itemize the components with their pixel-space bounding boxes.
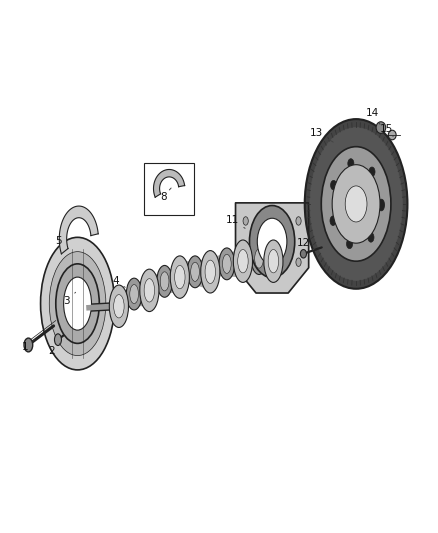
Ellipse shape — [254, 249, 263, 268]
Ellipse shape — [348, 159, 354, 168]
Text: 2: 2 — [48, 343, 60, 357]
Ellipse shape — [369, 167, 375, 176]
Ellipse shape — [160, 272, 169, 291]
Ellipse shape — [268, 249, 279, 273]
Polygon shape — [113, 282, 139, 322]
Ellipse shape — [110, 285, 128, 327]
Text: 4: 4 — [112, 276, 125, 287]
Ellipse shape — [233, 240, 253, 282]
Polygon shape — [236, 203, 309, 293]
Polygon shape — [59, 206, 98, 254]
Polygon shape — [143, 270, 170, 306]
Polygon shape — [204, 252, 232, 288]
Ellipse shape — [114, 295, 124, 318]
Ellipse shape — [296, 217, 301, 225]
Ellipse shape — [126, 278, 142, 310]
Text: 15: 15 — [380, 124, 393, 136]
Ellipse shape — [378, 201, 385, 211]
Ellipse shape — [250, 206, 295, 278]
Ellipse shape — [219, 248, 235, 280]
Ellipse shape — [257, 218, 287, 265]
Text: 5: 5 — [56, 236, 67, 246]
Ellipse shape — [300, 249, 307, 258]
Polygon shape — [190, 256, 217, 288]
Ellipse shape — [376, 122, 386, 133]
Ellipse shape — [238, 249, 248, 273]
Ellipse shape — [296, 258, 301, 266]
Ellipse shape — [175, 265, 185, 289]
Ellipse shape — [157, 265, 173, 297]
Ellipse shape — [201, 251, 220, 293]
Ellipse shape — [144, 279, 155, 302]
Ellipse shape — [205, 260, 215, 284]
Ellipse shape — [41, 237, 115, 370]
Bar — [144, 163, 194, 215]
Text: 12: 12 — [297, 238, 314, 249]
Text: 8: 8 — [160, 188, 171, 201]
Ellipse shape — [251, 243, 267, 274]
Text: 11: 11 — [226, 215, 245, 228]
Text: 3: 3 — [64, 292, 76, 306]
Ellipse shape — [332, 165, 380, 243]
Polygon shape — [153, 169, 185, 197]
Ellipse shape — [170, 256, 189, 298]
Ellipse shape — [56, 264, 99, 343]
Ellipse shape — [243, 258, 248, 266]
Polygon shape — [159, 261, 186, 293]
Ellipse shape — [54, 334, 61, 345]
Ellipse shape — [389, 130, 396, 140]
Ellipse shape — [310, 127, 403, 280]
Ellipse shape — [305, 119, 407, 289]
Ellipse shape — [243, 217, 248, 225]
Ellipse shape — [346, 239, 353, 249]
Polygon shape — [129, 274, 156, 306]
Polygon shape — [254, 245, 280, 277]
Ellipse shape — [223, 254, 231, 273]
Ellipse shape — [321, 147, 391, 261]
Ellipse shape — [24, 338, 33, 352]
Ellipse shape — [49, 252, 106, 356]
Ellipse shape — [187, 256, 203, 288]
Ellipse shape — [191, 262, 199, 281]
Ellipse shape — [130, 285, 138, 304]
Ellipse shape — [330, 216, 336, 225]
Ellipse shape — [368, 232, 374, 242]
Text: 1: 1 — [22, 340, 34, 352]
Polygon shape — [222, 245, 250, 277]
Ellipse shape — [378, 199, 385, 209]
Text: 13: 13 — [310, 128, 333, 142]
Ellipse shape — [64, 277, 92, 330]
Polygon shape — [237, 245, 264, 277]
Ellipse shape — [345, 186, 367, 222]
Ellipse shape — [140, 269, 159, 312]
Polygon shape — [173, 260, 200, 293]
Ellipse shape — [264, 240, 283, 282]
Text: 14: 14 — [366, 108, 380, 124]
Ellipse shape — [331, 180, 337, 190]
